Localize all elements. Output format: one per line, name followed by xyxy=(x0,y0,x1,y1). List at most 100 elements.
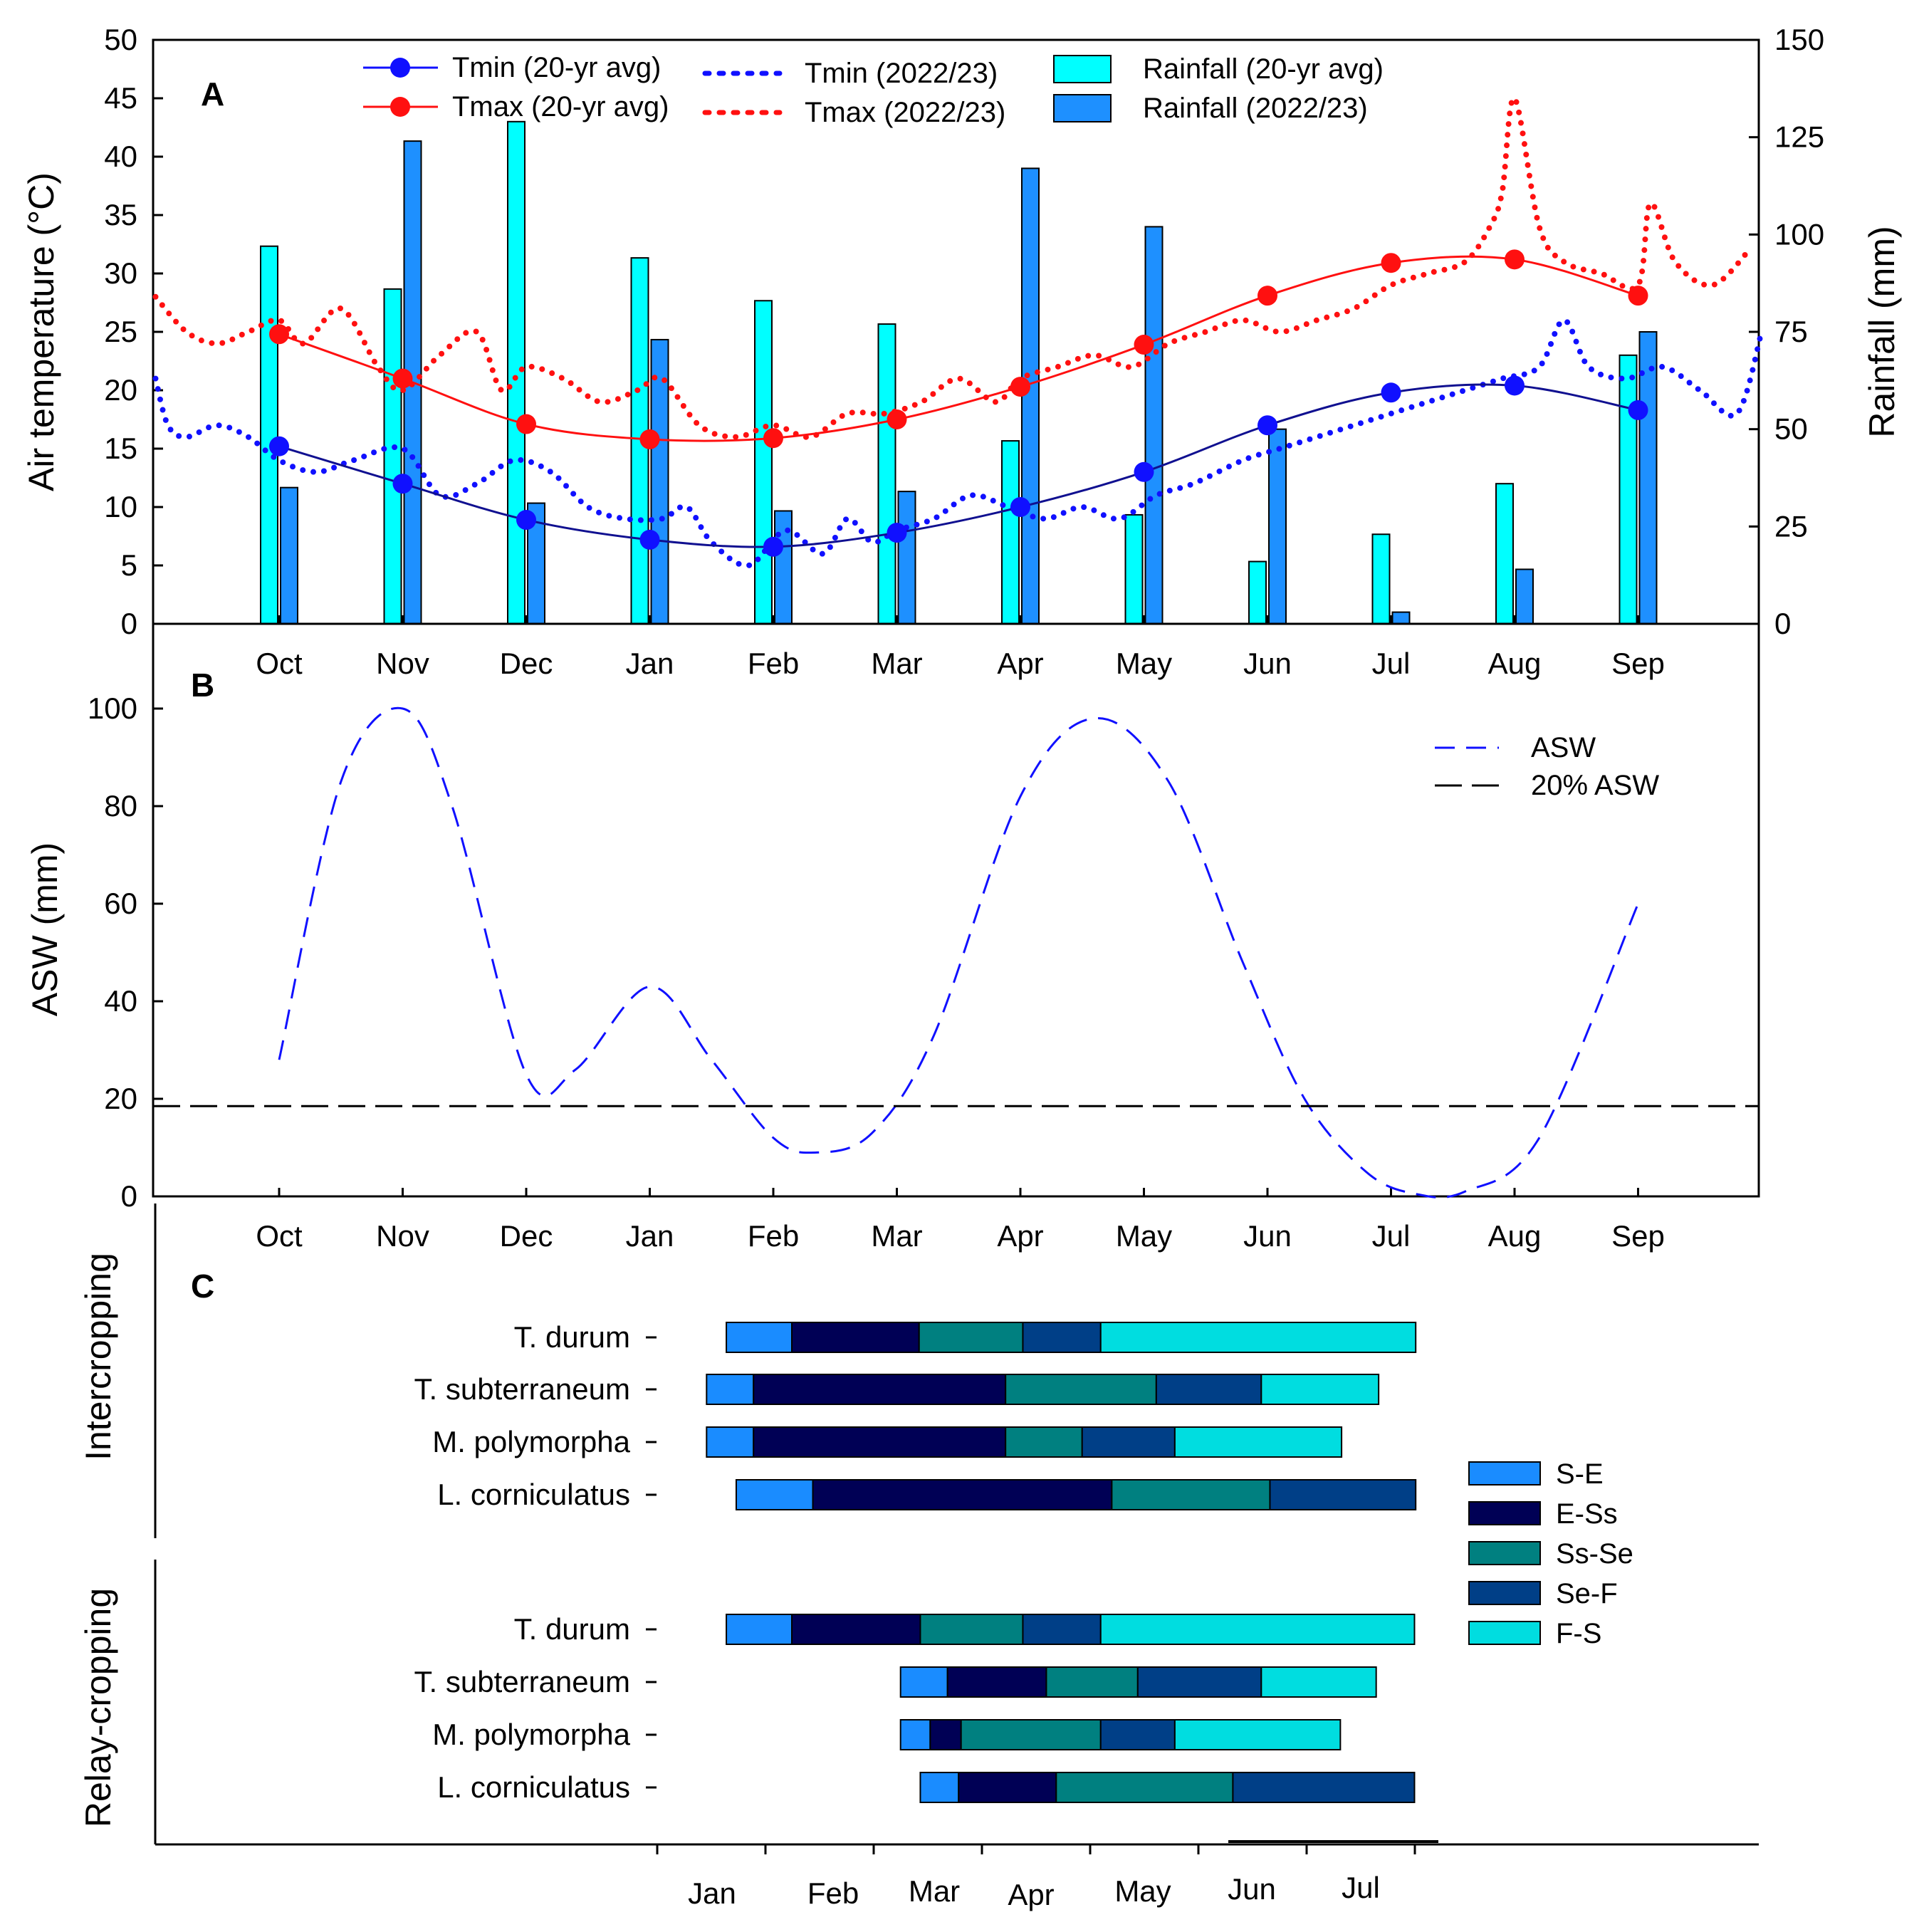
point-tmax-avg xyxy=(887,409,907,429)
bar-rainfall-2223 xyxy=(897,491,916,625)
point-tmin-avg xyxy=(639,529,660,550)
x-tick-label: Nov xyxy=(376,1219,429,1253)
x-tick-label: Apr xyxy=(997,647,1043,680)
bar-rainfall-avg xyxy=(260,245,278,625)
group-label-relay-cropping: Relay-cropping xyxy=(78,1588,118,1827)
x-tick-label: May xyxy=(1116,1219,1172,1253)
x-tick-label: Mar xyxy=(871,1219,922,1253)
stage-bar-ss-se xyxy=(919,1614,1024,1645)
panel-a-label: A xyxy=(201,75,224,113)
x-tick-label: Feb xyxy=(807,1876,859,1910)
bar-rainfall-2223 xyxy=(1021,167,1040,625)
stage-bar-f-s xyxy=(1260,1374,1380,1405)
stage-bar-s-e xyxy=(899,1666,948,1698)
x-tick-label: Feb xyxy=(748,1219,799,1253)
point-tmin-avg xyxy=(1628,400,1648,420)
line-tmin-2223 xyxy=(152,317,1764,569)
legend-stage-swatch xyxy=(1468,1501,1541,1525)
y-tick-label: 20 xyxy=(104,373,137,407)
x-tick-label: Nov xyxy=(376,647,429,680)
x-tick-label: Sep xyxy=(1611,1219,1665,1253)
crop-label: T. subterraneum xyxy=(414,1665,630,1698)
panel-b-plot: 0 20 40 60 80 100 Oct Nov Dec Jan Feb Mar Apr May Jun J… xyxy=(88,691,1759,1253)
x-tick-label: Jun xyxy=(1243,647,1292,680)
x-tick-label: Jun xyxy=(1228,1872,1276,1906)
y2-tick-label: 100 xyxy=(1774,217,1824,251)
stage-bar-se-f xyxy=(1136,1666,1262,1698)
point-tmax-avg xyxy=(269,324,289,345)
stage-bar-ss-se xyxy=(1045,1666,1139,1698)
bar-rainfall-avg xyxy=(877,323,896,625)
point-tmax-avg xyxy=(763,428,783,449)
y-tick-label: 15 xyxy=(104,432,137,465)
stage-bar-se-f xyxy=(1022,1322,1102,1353)
panel-b-legend: ASW 20% ASW xyxy=(1435,732,1659,801)
stage-bar-f-s xyxy=(1099,1322,1417,1353)
point-tmin-avg xyxy=(516,510,536,531)
y-tick-label: 10 xyxy=(104,490,137,523)
x-tick-label: Sep xyxy=(1611,647,1665,680)
stage-bar-s-e xyxy=(726,1614,793,1645)
legend-tmin-avg-marker xyxy=(390,58,410,78)
legend-stage-f-s: F-S xyxy=(1556,1618,1601,1649)
stage-bar-se-f xyxy=(1022,1614,1102,1645)
y-tick-label: 0 xyxy=(121,607,137,640)
group-label-intercropping: Intercropping xyxy=(78,1253,118,1461)
legend-rain-avg-swatch xyxy=(1053,55,1112,83)
point-tmin-avg xyxy=(1010,497,1030,517)
x-tick-label: Jan xyxy=(688,1876,736,1910)
bar-rainfall-avg xyxy=(1248,560,1267,625)
panel-c-legend: S-E E-Ss Ss-Se Se-F F-S xyxy=(1468,1458,1633,1649)
panel-a-y2label: Rainfall (mm) xyxy=(1862,226,1902,437)
stage-bar-ss-se xyxy=(960,1719,1102,1750)
x-tick-label: Oct xyxy=(256,647,303,680)
stage-bar-se-f xyxy=(1081,1426,1176,1458)
x-tick-label: Mar xyxy=(909,1874,960,1908)
line-asw xyxy=(278,706,1639,1199)
point-tmax-avg xyxy=(1257,286,1277,306)
bar-rainfall-avg xyxy=(1619,354,1638,625)
panel-b-frame xyxy=(152,622,1760,1198)
point-tmax-avg xyxy=(516,414,536,434)
stage-bar-e-ss xyxy=(958,1772,1057,1803)
point-tmin-avg xyxy=(392,474,413,494)
y-tick-label: 40 xyxy=(104,140,137,173)
bar-rainfall-2223 xyxy=(1391,611,1411,625)
legend-tmax-2223: Tmax (2022/23) xyxy=(805,97,1005,128)
x-tick-label: Dec xyxy=(500,647,553,680)
stage-bar-e-ss xyxy=(812,1479,1113,1510)
x-tick-label: Dec xyxy=(500,1219,553,1253)
stage-bar-ss-se xyxy=(1005,1374,1157,1405)
stage-bar-s-e xyxy=(706,1426,755,1458)
y-tick-label: 5 xyxy=(121,548,137,582)
legend-stage-swatch xyxy=(1468,1581,1541,1605)
x-tick-label: Feb xyxy=(748,647,799,680)
y-tick-label: 40 xyxy=(104,984,137,1018)
x-tick-label: Jun xyxy=(1243,1219,1292,1253)
panel-a-ylabel: Air temperature (°C) xyxy=(21,172,61,491)
stage-bar-s-e xyxy=(706,1374,755,1405)
bar-rainfall-avg xyxy=(1001,440,1020,625)
legend-tmax-avg-marker xyxy=(390,97,410,117)
y-tick-label: 0 xyxy=(121,1179,137,1213)
y-tick-label: 45 xyxy=(104,81,137,115)
y-tick-label: 50 xyxy=(104,23,137,56)
panel-c-plot: T. durum T. subterraneum M. polymorpha L. c… xyxy=(414,1320,1417,1911)
stage-bar-s-e xyxy=(735,1479,814,1510)
stage-bar-e-ss xyxy=(929,1719,962,1750)
stage-bar-f-s xyxy=(1173,1426,1343,1458)
legend-rain-avg: Rainfall (20-yr avg) xyxy=(1143,53,1384,85)
point-tmin-avg xyxy=(763,536,783,557)
point-tmax-avg xyxy=(1628,286,1648,306)
x-tick-label: Aug xyxy=(1488,647,1542,680)
bar-rainfall-avg xyxy=(383,288,402,625)
crop-label: T. subterraneum xyxy=(414,1372,630,1406)
bar-rainfall-2223 xyxy=(1268,428,1287,625)
y-tick-label: 35 xyxy=(104,198,137,231)
point-tmax-avg xyxy=(1505,249,1525,270)
stage-bar-f-s xyxy=(1173,1719,1342,1750)
stage-bar-ss-se xyxy=(1005,1426,1083,1458)
bar-rainfall-avg xyxy=(1371,533,1391,625)
point-tmax-avg xyxy=(1134,335,1154,355)
y-tick-label: 60 xyxy=(104,887,137,920)
